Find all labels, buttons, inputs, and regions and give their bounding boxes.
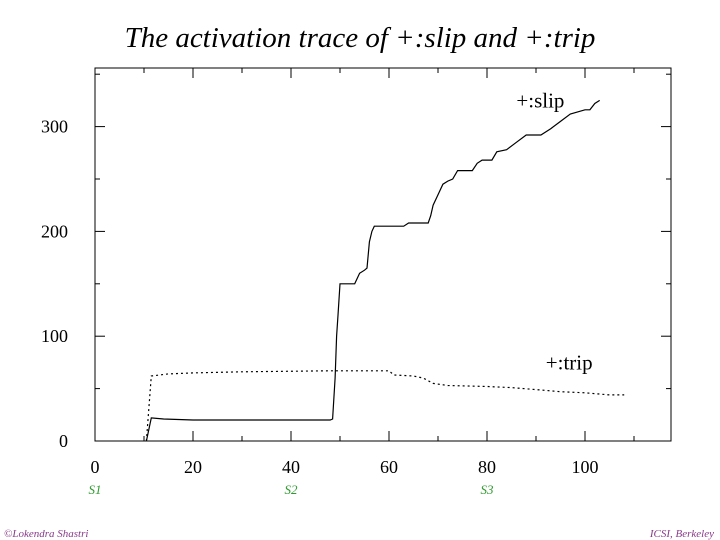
chart-title: The activation trace of +:slip and +:tri…	[124, 22, 596, 54]
stage-label: S3	[480, 482, 494, 497]
plot-frame	[94, 67, 672, 442]
stage-label: S1	[88, 482, 102, 497]
x-tick-label: 80	[478, 457, 496, 477]
y-tick-label: 0	[59, 431, 68, 451]
x-tick-label: 40	[282, 457, 300, 477]
y-tick-label: 200	[41, 221, 68, 241]
series-annotation: +:slip	[516, 89, 564, 113]
x-tick-label: 60	[380, 457, 398, 477]
x-tick-label: 20	[184, 457, 202, 477]
stage-label: S2	[284, 482, 298, 497]
x-tick-label: 100	[572, 457, 599, 477]
series-line-slip	[145, 99, 601, 442]
y-tick-label: 100	[41, 326, 68, 346]
series-annotation: +:trip	[546, 351, 593, 375]
y-tick-label: 300	[41, 117, 68, 137]
x-tick-label: 0	[91, 457, 100, 477]
series-line-trip	[145, 370, 625, 442]
footer-credit: ©Lokendra Shastri	[4, 528, 89, 540]
footer-institution: ICSI, Berkeley	[649, 528, 714, 540]
